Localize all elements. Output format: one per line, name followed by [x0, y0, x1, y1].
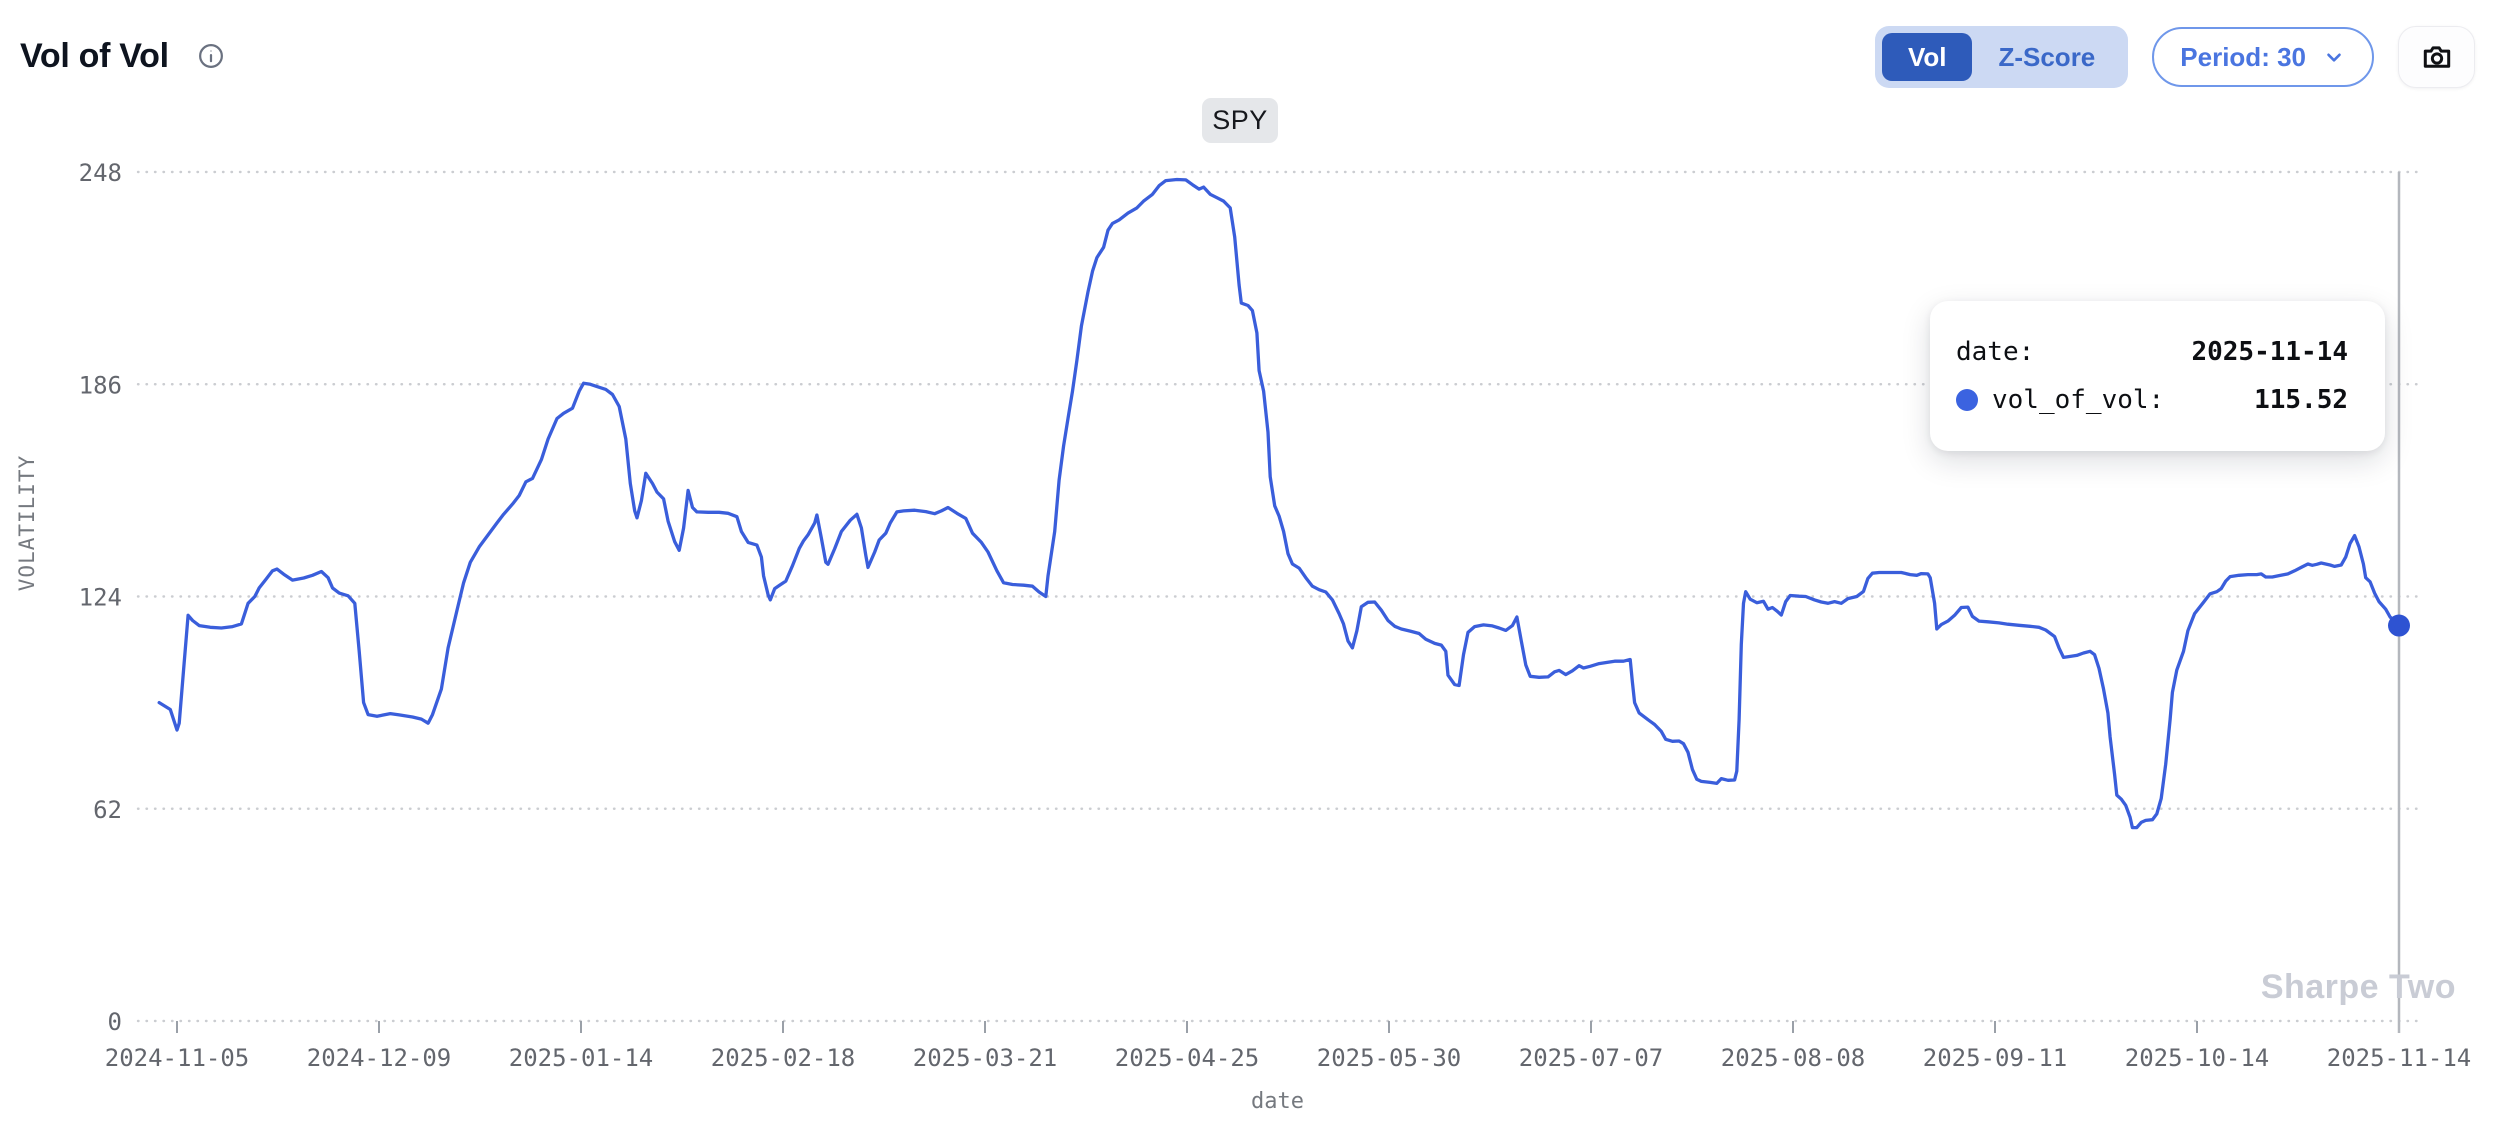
- x-tick-label: 2025-10-14: [2125, 1044, 2270, 1072]
- y-axis-title: VOLATILITY: [15, 455, 39, 591]
- x-tick-label: 2025-04-25: [1115, 1044, 1260, 1072]
- y-tick-label: 248: [79, 159, 122, 187]
- y-tick-label: 186: [79, 371, 122, 399]
- view-toggle: Vol Z-Score: [1874, 26, 2129, 88]
- camera-button[interactable]: [2398, 26, 2475, 88]
- x-tick-label: 2025-08-08: [1721, 1044, 1866, 1072]
- x-tick-label: 2025-03-21: [913, 1044, 1058, 1072]
- series-marker-dot: [1956, 389, 1978, 411]
- last-point-marker: [2388, 614, 2410, 637]
- x-tick-label: 2025-07-07: [1519, 1044, 1664, 1072]
- toggle-zscore-button[interactable]: Z-Score: [1972, 33, 2121, 81]
- page-header: Vol of Vol: [20, 36, 225, 76]
- header-controls: Vol Z-Score Period: 30: [1874, 26, 2475, 88]
- tooltip-row-vol: vol_of_vol: 115.52: [1956, 385, 2348, 415]
- y-tick-label: 62: [93, 796, 122, 824]
- period-label: Period: 30: [2180, 41, 2306, 72]
- tooltip-date-value: 2025-11-14: [2191, 337, 2348, 367]
- tooltip-vol-value: 115.52: [2254, 385, 2348, 415]
- tooltip-date-label: date:: [1956, 337, 2035, 367]
- x-tick-label: 2025-05-30: [1317, 1044, 1462, 1072]
- x-tick-label: 2024-11-05: [105, 1044, 250, 1072]
- tooltip-row-date: date: 2025-11-14: [1956, 337, 2348, 367]
- x-tick-label: 2025-01-14: [509, 1044, 654, 1072]
- x-axis-title: date: [1251, 1089, 1304, 1114]
- x-tick-label: 2025-02-18: [711, 1044, 856, 1072]
- toggle-vol-button[interactable]: Vol: [1881, 33, 1973, 81]
- series-badge: SPY: [1202, 98, 1278, 143]
- x-tick-label: 2025-09-11: [1923, 1044, 2068, 1072]
- page-title: Vol of Vol: [20, 37, 169, 75]
- period-dropdown[interactable]: Period: 30: [2152, 27, 2374, 87]
- watermark: Sharpe Two: [2260, 968, 2456, 1006]
- chevron-down-icon: [2322, 45, 2346, 69]
- y-tick-label: 0: [108, 1008, 122, 1036]
- info-icon[interactable]: [197, 42, 225, 70]
- x-tick-label: 2024-12-09: [307, 1044, 452, 1072]
- tooltip-vol-label: vol_of_vol:: [1992, 385, 2165, 415]
- vol-of-vol-line: [157, 177, 2401, 830]
- x-tick-label: 2025-11-14: [2327, 1044, 2472, 1072]
- chart-tooltip: date: 2025-11-14 vol_of_vol: 115.52: [1930, 301, 2385, 451]
- y-tick-label: 124: [79, 584, 122, 612]
- camera-icon: [2419, 39, 2455, 75]
